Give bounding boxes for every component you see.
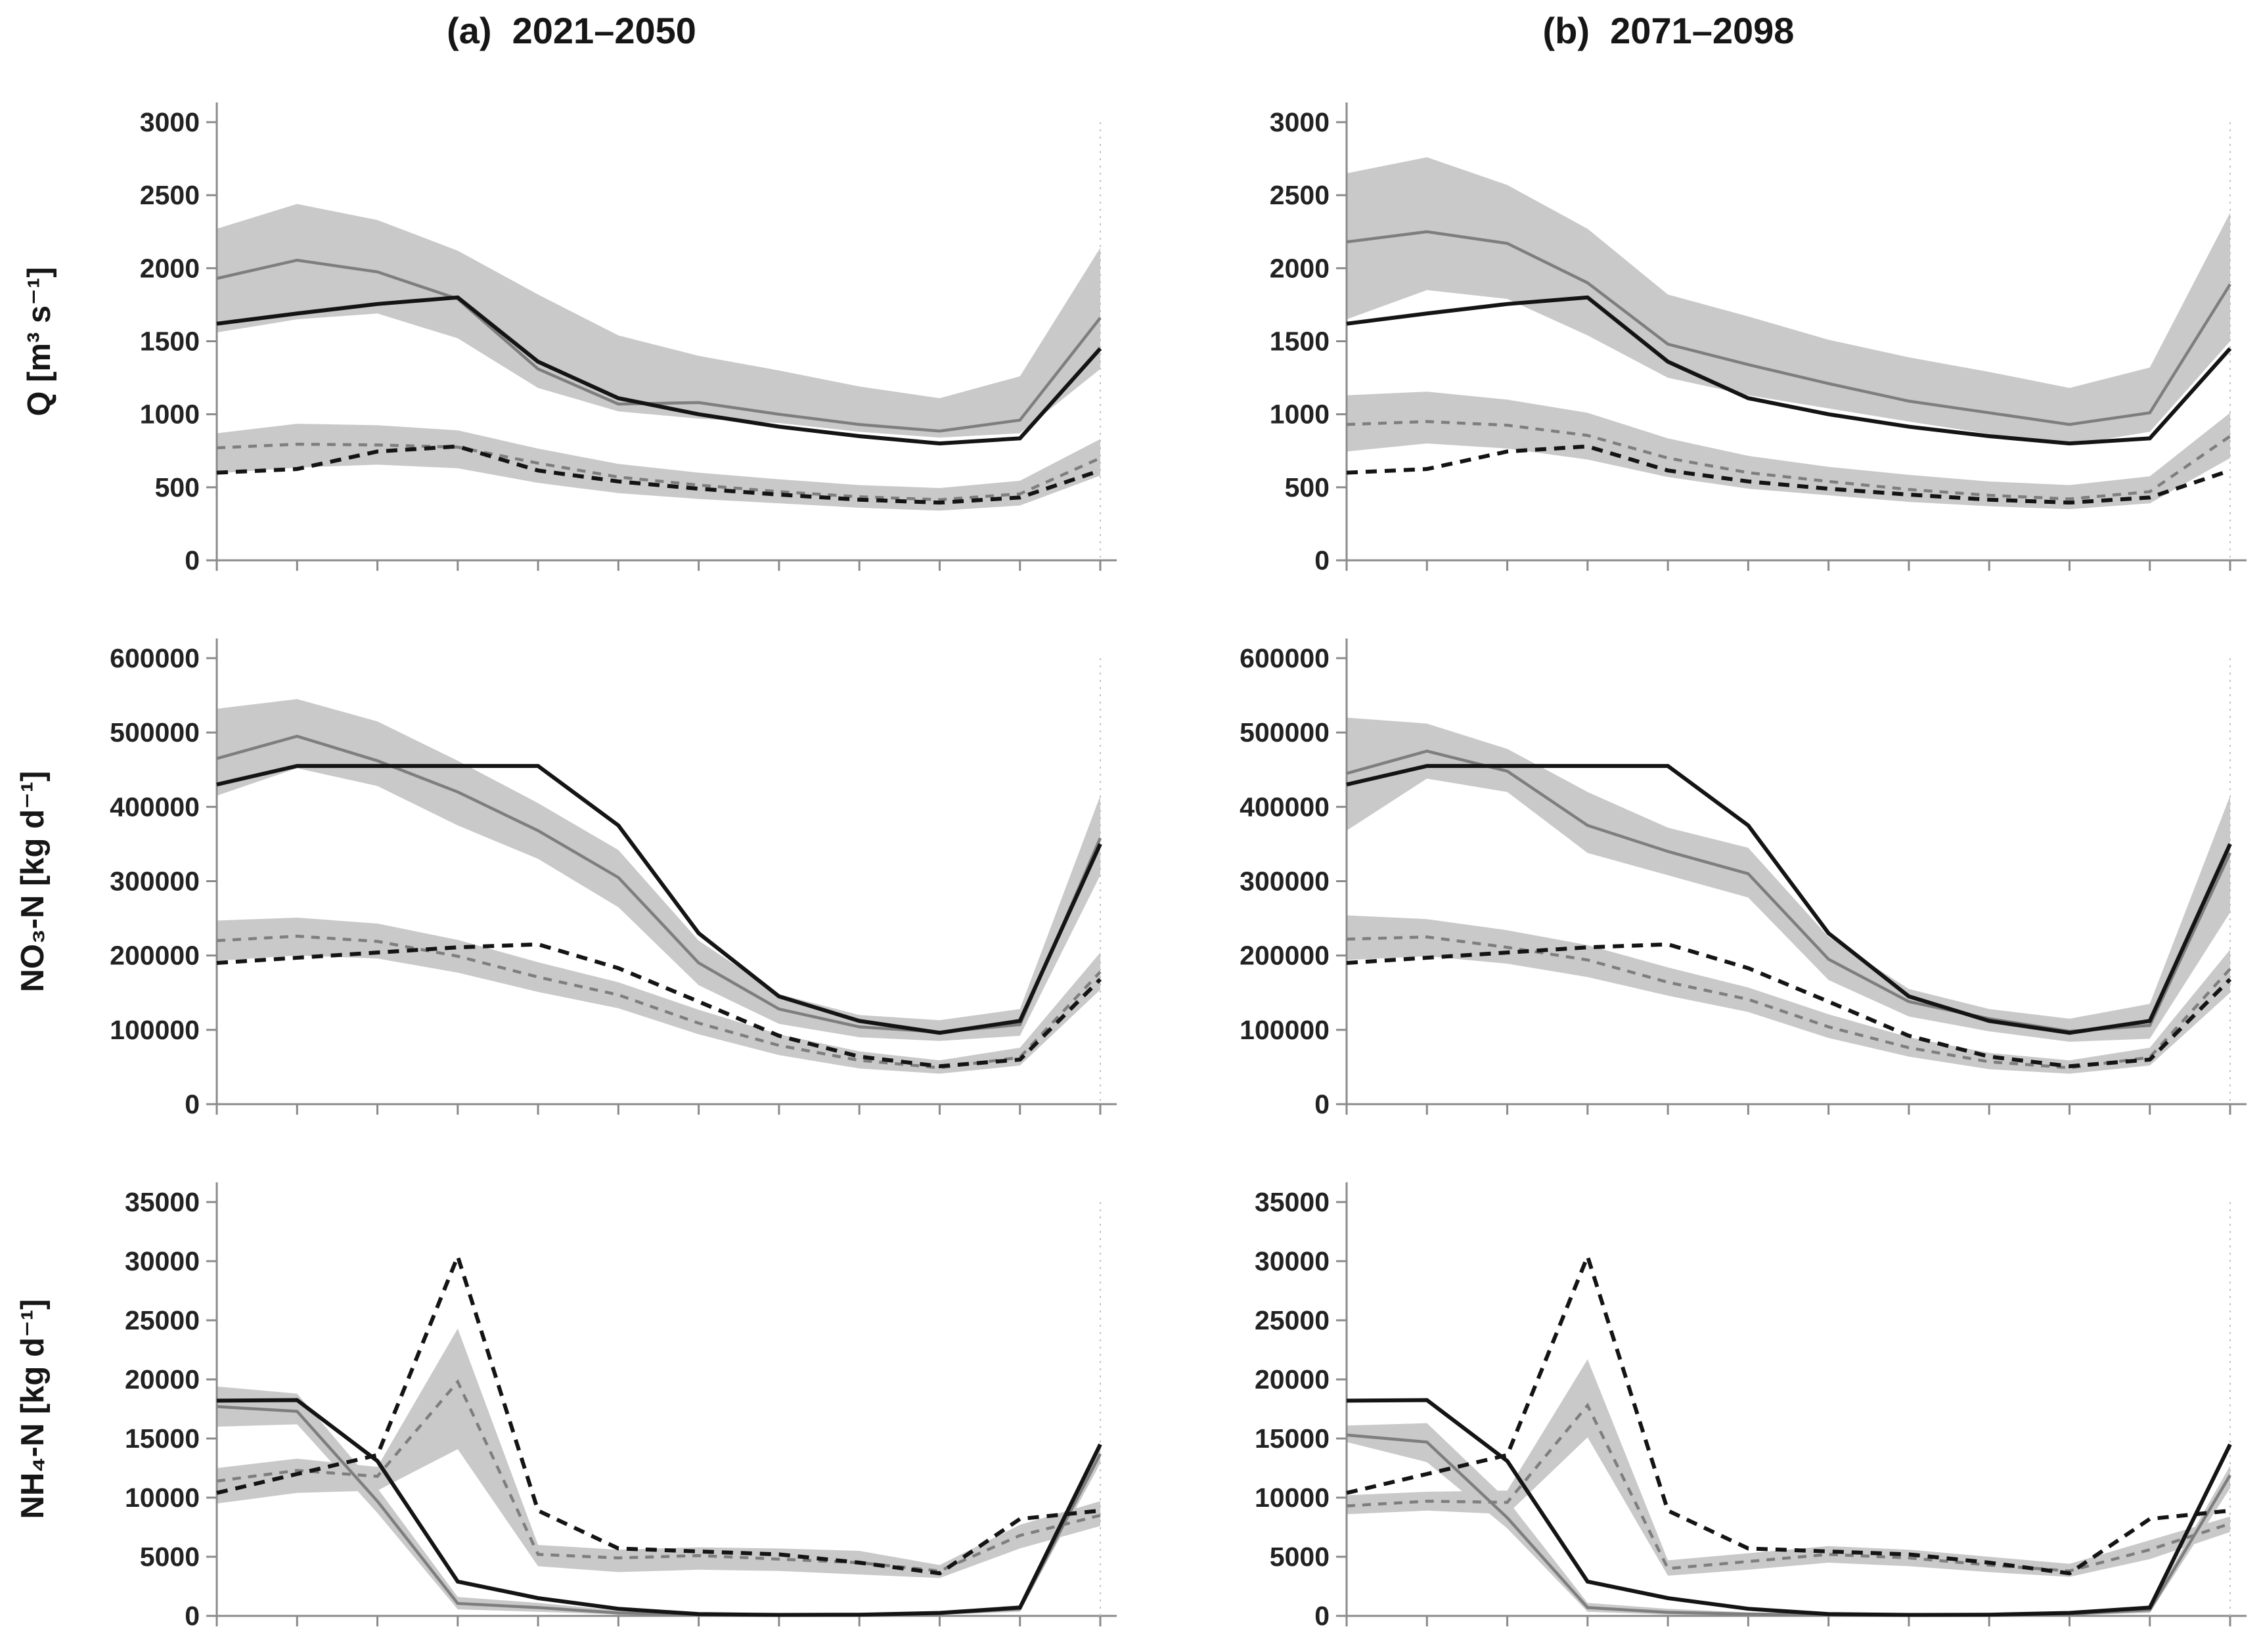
series-gray-dashed [1346,420,2231,501]
series-gray-dashed [216,934,1102,1069]
y-tick-label: 100000 [110,1015,200,1045]
y-tick-label: 2500 [1270,180,1330,210]
y-tick-label: 0 [185,1089,200,1119]
panel-nh4-b: 0 5000 10000 15000 20000 25000 30000 35000 [1255,1182,2247,1631]
y-tick-label: 500000 [1240,717,1330,748]
y-tick-label: 10000 [1255,1483,1330,1513]
y-tick-label: 0 [1314,1089,1330,1119]
y-tick-label: 500 [155,472,200,502]
y-tick-label: 1500 [1270,326,1330,357]
series-black-dashed [1346,942,2232,1069]
y-tick-label: 2000 [140,253,200,283]
y-tick-label: 2000 [1270,253,1330,283]
y-tick-label: 5000 [140,1542,200,1572]
y-tick-label: 0 [185,1601,200,1631]
y-tick-label: 200000 [110,941,200,971]
panel-title-a: (a) 2021–2050 [447,10,696,51]
uncertainty-band-solid [217,204,1100,438]
uncertainty-band-dashed [217,1328,1100,1578]
y-tick-label: 500 [1285,472,1330,502]
series-black-solid [216,295,1102,446]
series-gray-solid [1346,749,2232,1033]
y-tick-label: 30000 [1255,1246,1330,1276]
uncertainty-band-dashed [217,917,1100,1074]
y-tick-label: 3000 [1270,107,1330,137]
series-black-solid [216,1398,1102,1617]
y-tick-label: 2500 [140,180,200,210]
uncertainty-band-dashed [1347,391,2230,510]
y-tick-label: 1500 [140,326,200,357]
y-tick-label: 25000 [1255,1305,1330,1335]
uncertainty-band-solid [1347,1423,2230,1616]
series-black-dashed [216,942,1102,1069]
series-black-dashed [216,444,1101,505]
series-black-dashed [1346,444,2231,505]
y-tick-label: 30000 [125,1246,200,1276]
y-tick-label: 300000 [110,866,200,897]
series-black-solid [216,764,1102,1035]
y-tick-label: 100000 [1240,1015,1330,1045]
y-tick-label: 35000 [125,1187,200,1217]
series-black-solid [1346,295,2232,446]
y-tick-label: 5000 [1270,1542,1330,1572]
series-gray-dashed [216,442,1101,501]
series-gray-solid [216,734,1102,1034]
panel-q-b: 0 500 1000 1500 2000 2500 3000 [1270,102,2247,575]
y-tick-label: 1000 [140,399,200,430]
y-tick-label: 1000 [1270,399,1330,430]
series-gray-dashed [1346,1402,2231,1573]
panel-nh4-a: 0 5000 10000 15000 20000 25000 30000 35000 [125,1182,1117,1631]
y-tick-label: 20000 [1255,1364,1330,1395]
y-tick-label: 600000 [1240,643,1330,673]
series-black-dashed [1346,1250,2231,1576]
y-tick-label: 0 [185,545,200,575]
uncertainty-band-solid [217,699,1100,1041]
series-gray-solid [1346,230,2231,426]
y-tick-label: 0 [1314,545,1330,575]
y-tick-label: 400000 [110,792,200,822]
series-black-dashed [216,1250,1101,1576]
y-tick-label: 15000 [1255,1423,1330,1454]
y-tick-label: 3000 [140,107,200,137]
y-tick-label: 0 [1314,1601,1330,1631]
panel-no3-b: 0 100000 200000 300000 400000 500000 600000 [1240,638,2247,1119]
y-tick-label: 600000 [110,643,200,673]
y-tick-label: 10000 [125,1483,200,1513]
uncertainty-band-solid [1347,157,2230,445]
series-gray-solid [216,258,1102,433]
y-tick-label: 400000 [1240,792,1330,822]
uncertainty-band-solid [217,1386,1100,1616]
y-tick-label: 500000 [110,717,200,748]
series-black-solid [1346,1398,2232,1617]
y-tick-label: 20000 [125,1364,200,1395]
panel-q-a: 0 500 1000 1500 2000 2500 3000 [140,102,1117,575]
y-tick-label: 25000 [125,1305,200,1335]
uncertainty-band-dashed [1347,915,2230,1074]
uncertainty-band-dashed [217,424,1100,511]
panel-title-b: (b) 2071–2098 [1542,10,1795,51]
series-black-solid [1346,764,2232,1035]
y-tick-label: 35000 [1255,1187,1330,1217]
uncertainty-band-dashed [1347,1359,2230,1577]
y-tick-label: 200000 [1240,941,1330,971]
series-gray-dashed [1346,935,2231,1069]
series-gray-dashed [216,1379,1101,1573]
uncertainty-band-solid [1347,717,2230,1042]
y-tick-label: 15000 [125,1423,200,1454]
panel-no3-a: 0 100000 200000 300000 400000 500000 600000 [110,638,1117,1119]
y-tick-label: 300000 [1240,866,1330,897]
